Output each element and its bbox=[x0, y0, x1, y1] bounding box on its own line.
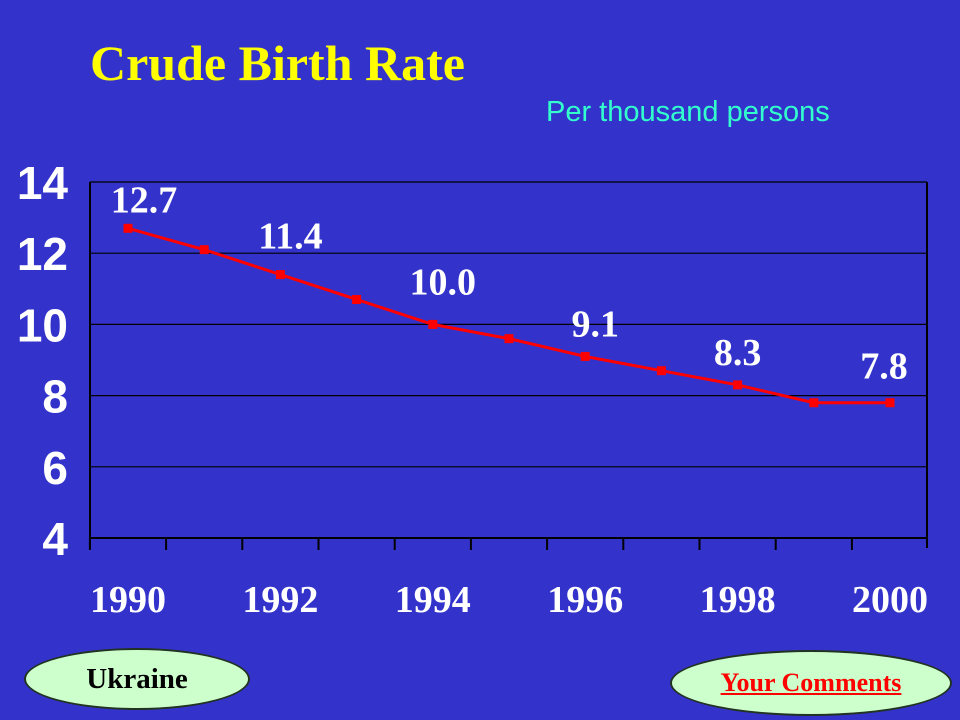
data-point bbox=[504, 334, 514, 344]
y-tick-label: 14 bbox=[17, 157, 69, 209]
y-tick-label: 8 bbox=[42, 371, 68, 423]
y-tick-label: 6 bbox=[42, 442, 68, 494]
data-label: 10.0 bbox=[410, 261, 477, 303]
data-point bbox=[809, 398, 819, 408]
data-label: 8.3 bbox=[714, 332, 762, 374]
data-point bbox=[428, 319, 438, 329]
data-point bbox=[656, 366, 666, 376]
y-tick-label: 4 bbox=[42, 513, 68, 565]
x-tick-label: 1990 bbox=[90, 579, 166, 621]
data-label: 9.1 bbox=[571, 303, 619, 345]
x-tick-label: 1998 bbox=[700, 579, 776, 621]
data-point bbox=[580, 351, 590, 361]
your-comments-link[interactable]: Your Comments bbox=[670, 650, 952, 716]
x-tick-label: 1996 bbox=[547, 579, 623, 621]
data-point bbox=[885, 398, 895, 408]
data-label: 12.7 bbox=[111, 179, 178, 221]
data-point bbox=[199, 245, 209, 255]
data-label: 7.8 bbox=[860, 346, 908, 388]
data-point bbox=[123, 223, 133, 233]
series-line bbox=[127, 226, 890, 405]
y-tick-label: 10 bbox=[17, 299, 68, 351]
country-button[interactable]: Ukraine bbox=[24, 648, 250, 710]
data-point bbox=[352, 294, 362, 304]
chart-title: Crude Birth Rate bbox=[90, 35, 465, 91]
data-label: 11.4 bbox=[258, 216, 322, 258]
data-point bbox=[733, 380, 743, 390]
data-point bbox=[275, 270, 285, 280]
x-tick-label: 1992 bbox=[242, 579, 318, 621]
x-tick-label: 1994 bbox=[395, 579, 471, 621]
chart-subtitle: Per thousand persons bbox=[546, 96, 830, 128]
x-tick-label: 2000 bbox=[852, 579, 928, 621]
y-tick-label: 12 bbox=[17, 228, 68, 280]
